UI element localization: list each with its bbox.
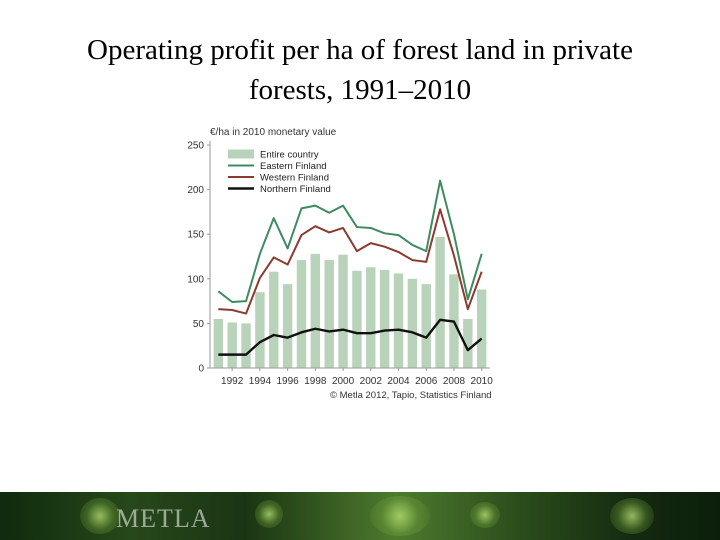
- bar-2002: [366, 267, 376, 368]
- x-tick-label: 1998: [304, 376, 327, 387]
- slide-title-line-2: forests, 1991–2010: [248, 74, 472, 106]
- source-note: © Metla 2012, Tapio, Statistics Finland: [330, 390, 492, 401]
- y-unit-label: €/ha in 2010 monetary value: [210, 127, 337, 138]
- x-tick-label: 2010: [471, 376, 494, 387]
- lines-layer: [217, 179, 483, 356]
- y-tick-label: 250: [187, 141, 204, 152]
- legend-label: Eastern Finland: [260, 161, 327, 172]
- x-tick-label: 2002: [360, 376, 383, 387]
- y-tick-label: 50: [193, 319, 205, 330]
- bar-1997: [296, 260, 307, 368]
- legend-label: Entire country: [260, 150, 319, 161]
- x-tick-label: 1996: [276, 376, 299, 387]
- legend-label: Northern Finland: [260, 184, 331, 195]
- bar-1992: [227, 322, 237, 368]
- chart-svg: €/ha in 2010 monetary value 0 50 100 150 200…: [187, 127, 493, 401]
- x-tick-label: 2006: [415, 376, 438, 387]
- bar-2006: [421, 284, 431, 368]
- bar-1996: [282, 284, 293, 368]
- axes-layer: 0 50 100 150 200 250 1992 1994 1996 1998 2000 2002 2…: [187, 141, 493, 388]
- bar-2003: [379, 269, 390, 368]
- legend-swatch-bar: [228, 149, 254, 159]
- legend-label: Western Finland: [260, 173, 329, 184]
- bar-1995: [269, 271, 279, 368]
- slide-title-line-1: Operating profit per ha of forest land i…: [87, 34, 633, 66]
- x-tick-label: 1994: [249, 376, 272, 387]
- y-tick-label: 200: [187, 185, 204, 196]
- x-tick-label: 1992: [221, 376, 244, 387]
- chart-container: €/ha in 2010 monetary value 0 50 100 150 200…: [170, 118, 510, 408]
- bar-2004: [393, 273, 404, 368]
- series-line-eastern-finland: [217, 179, 483, 303]
- footer-glow-decoration: [80, 498, 120, 534]
- bar-1994: [255, 292, 265, 368]
- footer-glow-decoration: [255, 500, 283, 528]
- bar-2007: [435, 236, 445, 368]
- metla-logo: METLA: [116, 504, 211, 533]
- footer-glow-decoration: [610, 498, 654, 534]
- bar-2000: [338, 254, 348, 368]
- x-tick-label: 2008: [443, 376, 466, 387]
- x-tick-label: 2004: [387, 376, 410, 387]
- bar-2010: [476, 289, 487, 368]
- series-line-northern-finland: [218, 318, 483, 356]
- bar-2001: [352, 270, 362, 368]
- y-tick-label: 100: [187, 274, 204, 285]
- bar-2005: [407, 278, 418, 368]
- bar-1998: [310, 253, 321, 368]
- footer-glow-decoration: [470, 502, 500, 528]
- bar-1993: [241, 323, 251, 368]
- series-line-western-finland: [218, 208, 483, 315]
- slide-title: Operating profit per ha of forest land i…: [0, 30, 720, 110]
- y-tick-label: 0: [198, 364, 204, 375]
- bar-2009: [463, 318, 473, 368]
- bars-layer: [213, 236, 487, 368]
- footer-band: METLA: [0, 492, 720, 540]
- footer-glow-decoration: [370, 496, 430, 536]
- x-tick-label: 2000: [332, 376, 355, 387]
- y-tick-label: 150: [187, 230, 204, 241]
- bar-1999: [324, 260, 334, 368]
- bar-1991: [213, 318, 224, 368]
